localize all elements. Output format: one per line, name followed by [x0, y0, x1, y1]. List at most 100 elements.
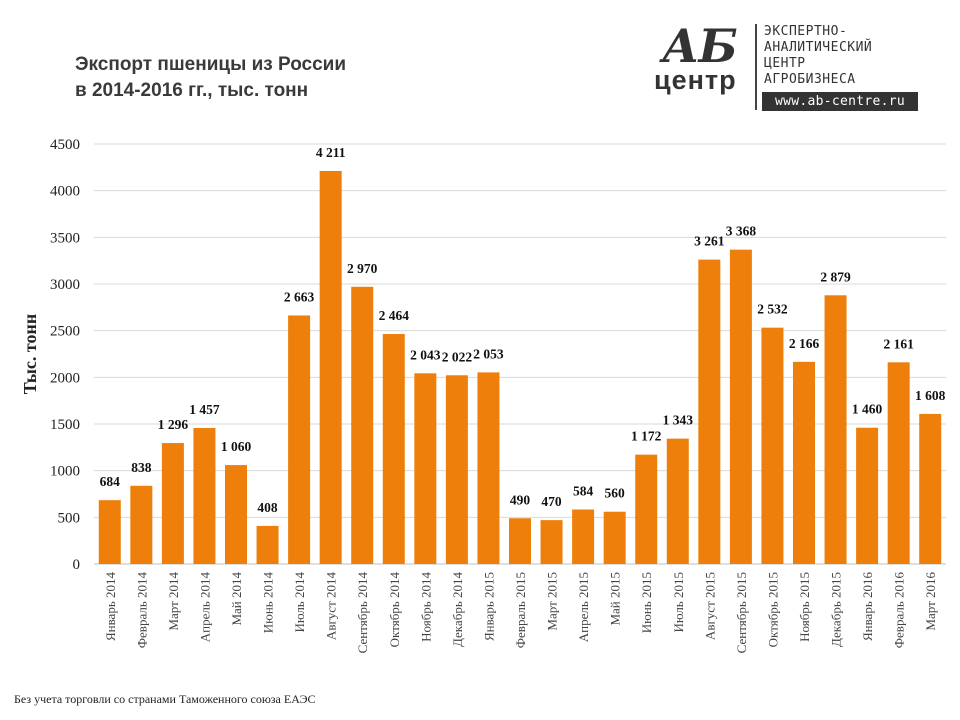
logo-text: ЭКСПЕРТНО- АНАЛИТИЧЕСКИЙ ЦЕНТР АГРОБИЗНЕ… [764, 24, 872, 88]
bar-data-label: 2 053 [473, 346, 504, 361]
bar [540, 520, 563, 564]
logo-text-line2: АНАЛИТИЧЕСКИЙ [764, 40, 873, 55]
chart-title-line1: Экспорт пшеницы из России [75, 54, 347, 75]
x-category-label: Май 2015 [608, 572, 623, 626]
bar-data-label: 408 [257, 500, 278, 515]
x-category-label: Январь 2015 [481, 572, 496, 641]
x-category-label: Март 2016 [923, 572, 938, 631]
bar-data-label: 838 [131, 460, 152, 475]
bar-data-label: 490 [510, 492, 531, 507]
bar [887, 362, 910, 564]
bar [919, 413, 942, 564]
logo-divider [755, 24, 757, 110]
x-category-label: Февраль 2014 [134, 572, 149, 649]
x-category-label: Март 2014 [166, 572, 181, 631]
bar [288, 315, 311, 564]
bar-data-label: 3 261 [694, 234, 725, 249]
bar-data-label: 2 022 [442, 349, 473, 364]
bar-data-label: 684 [100, 474, 121, 489]
y-tick-label: 2500 [50, 324, 80, 340]
x-category-label: Май 2014 [229, 572, 244, 626]
x-category-label: Октябрь 2015 [765, 572, 780, 647]
logo-url: www.ab-centre.ru [762, 92, 918, 111]
bar-data-label: 2 043 [410, 347, 441, 362]
y-axis-label: Тыс. тонн [20, 314, 40, 395]
y-tick-label: 1000 [50, 464, 80, 480]
y-tick-label: 0 [73, 557, 81, 573]
bar-data-label: 2 464 [379, 308, 410, 323]
x-category-label: Декабрь 2014 [450, 572, 465, 647]
bar-data-label: 584 [573, 483, 594, 498]
bar-data-label: 2 663 [284, 289, 315, 304]
x-category-label: Апрель 2015 [576, 572, 591, 642]
footnote: Без учета торговли со странами Таможенно… [14, 692, 316, 706]
x-category-label: Апрель 2014 [197, 572, 212, 643]
y-tick-label: 1500 [50, 417, 80, 433]
bar [256, 525, 279, 564]
x-category-label: Август 2014 [324, 572, 339, 641]
bar [793, 361, 815, 564]
y-tick-label: 4500 [50, 137, 80, 153]
bar [98, 500, 121, 564]
x-category-label: Январь 2016 [860, 572, 875, 642]
bar-data-label: 1 172 [631, 429, 662, 444]
bar [414, 373, 437, 564]
x-category-label: Июнь 2014 [261, 572, 276, 634]
bar [729, 249, 752, 565]
x-category-label: Февраль 2015 [513, 572, 528, 648]
bar [603, 511, 626, 564]
bar [445, 375, 468, 564]
bar-data-label: 2 532 [757, 302, 788, 317]
bar-data-label: 4 211 [316, 145, 346, 160]
bar [477, 372, 500, 564]
logo-text-line4: АГРОБИЗНЕСА [764, 72, 856, 87]
x-category-label: Ноябрь 2014 [418, 572, 433, 642]
bar [382, 334, 405, 564]
x-category-label: Январь 2014 [103, 572, 118, 642]
bar [319, 170, 342, 564]
x-category-label: Декабрь 2015 [829, 572, 844, 647]
logo-text-line1: ЭКСПЕРТНО- [764, 24, 848, 39]
bar [856, 427, 879, 564]
bar-data-label: 1 460 [852, 402, 883, 417]
bar [161, 443, 184, 564]
x-category-label: Август 2015 [702, 572, 717, 640]
bar-data-label: 560 [605, 486, 626, 501]
bar [824, 295, 847, 564]
bar-data-label: 2 161 [883, 336, 914, 351]
bar-data-label: 1 457 [189, 402, 220, 417]
bar-data-label: 2 970 [347, 261, 378, 276]
x-category-label: Ноябрь 2015 [797, 572, 812, 642]
bar [509, 518, 531, 564]
y-tick-label: 3500 [50, 230, 80, 246]
bar [351, 286, 374, 564]
logo-ab-mark: АБ [662, 19, 738, 73]
x-category-label: Июль 2015 [671, 572, 686, 632]
x-category-label: Июнь 2015 [639, 572, 654, 633]
bar-data-label: 3 368 [726, 224, 757, 239]
x-category-label: Сентябрь 2015 [734, 572, 749, 653]
ab-centre-logo: АБ центр ЭКСПЕРТНО- АНАЛИТИЧЕСКИЙ ЦЕНТР … [652, 22, 932, 114]
bar-data-label: 470 [541, 494, 562, 509]
y-tick-label: 4000 [50, 184, 80, 200]
bar [761, 327, 784, 564]
bar-data-label: 1 296 [158, 417, 189, 432]
bar [130, 485, 153, 564]
bar [572, 509, 595, 564]
x-category-label: Октябрь 2014 [387, 572, 402, 648]
bar [666, 438, 689, 564]
bar [225, 465, 247, 564]
chart-title-line2: в 2014-2016 гг., тыс. тонн [75, 80, 309, 101]
bar-data-label: 1 608 [915, 388, 946, 403]
bar-data-label: 2 166 [789, 336, 820, 351]
bar [193, 428, 216, 564]
y-tick-label: 3000 [50, 277, 80, 293]
bar-data-label: 1 060 [221, 439, 252, 454]
x-category-label: Июль 2014 [292, 572, 307, 633]
x-category-label: Февраль 2016 [892, 572, 907, 649]
chart-title: Экспорт пшеницы из России в 2014-2016 гг… [75, 52, 346, 104]
x-category-label: Март 2015 [545, 572, 560, 631]
x-category-label: Сентябрь 2014 [355, 572, 370, 654]
bar-data-label: 1 343 [663, 413, 694, 428]
